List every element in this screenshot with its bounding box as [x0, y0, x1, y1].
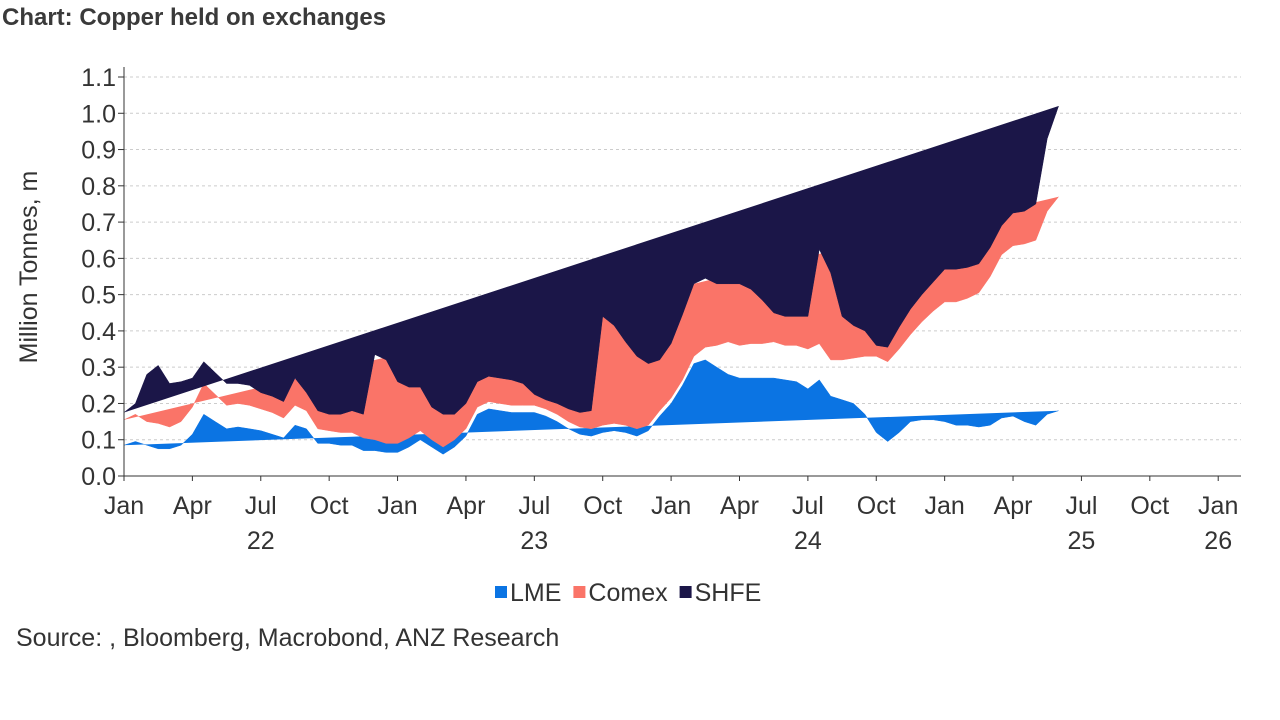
x-tick-label: Apr — [720, 492, 759, 520]
x-tick-labels: Jan Apr Jul Oct Jan Apr Jul Oct Jan Apr Jul Oct Jan A… — [104, 492, 1239, 555]
x-tick-label: Oct — [1130, 492, 1169, 520]
x-year-label: 22 — [247, 527, 275, 555]
x-tick-label: Jul — [245, 492, 277, 520]
y-tick-label: 0.0 — [81, 463, 116, 491]
x-tick-label: Oct — [583, 492, 622, 520]
legend-label-shfe: SHFE — [695, 579, 762, 607]
y-tick-label: 1.1 — [81, 64, 116, 92]
legend: LME Comex SHFE — [495, 579, 761, 607]
y-tick-label: 0.8 — [81, 173, 116, 201]
legend-swatch-lme — [495, 586, 507, 598]
x-tick-label: Jan — [1198, 492, 1238, 520]
y-tick-label: 0.7 — [81, 209, 116, 237]
x-tick-label: Oct — [857, 492, 896, 520]
y-tick-label: 0.6 — [81, 245, 116, 273]
x-tick-label: Apr — [994, 492, 1033, 520]
x-tick-label: Jul — [792, 492, 824, 520]
legend-label-comex: Comex — [588, 579, 668, 607]
x-tick-label: Apr — [446, 492, 485, 520]
area-shfe — [123, 105, 1059, 415]
y-tick-label: 0.2 — [81, 390, 116, 418]
area-lme — [123, 359, 1059, 455]
x-tick-label: Apr — [173, 492, 212, 520]
x-tick-label: Oct — [310, 492, 349, 520]
x-tick-label: Jan — [651, 492, 691, 520]
x-year-label: 25 — [1068, 527, 1096, 555]
axes — [118, 67, 1241, 481]
y-tick-label: 0.5 — [81, 282, 116, 310]
stacked-areas — [123, 105, 1059, 455]
x-year-label: 23 — [520, 527, 548, 555]
y-tick-label: 0.4 — [81, 318, 116, 346]
legend-swatch-shfe — [679, 586, 692, 598]
x-tick-label: Jan — [924, 492, 964, 520]
y-axis-label: Million Tonnes, m — [15, 171, 43, 364]
x-year-label: 26 — [1204, 527, 1232, 555]
legend-label-lme: LME — [510, 579, 561, 607]
y-tick-label: 0.3 — [81, 354, 116, 382]
legend-swatch-comex — [573, 586, 586, 598]
x-tick-label: Jul — [518, 492, 550, 520]
y-tick-labels: 0.0 0.1 0.2 0.3 0.4 0.5 0.6 0.7 0.8 0.9 1.0 1.1 — [81, 64, 116, 491]
chart-title: Chart: Copper held on exchanges — [2, 4, 387, 31]
y-tick-label: 1.0 — [81, 100, 116, 128]
y-tick-label: 0.9 — [81, 137, 116, 165]
source-note: Source: , Bloomberg, Macrobond, ANZ Rese… — [16, 624, 560, 652]
x-tick-label: Jan — [104, 492, 144, 520]
y-tick-label: 0.1 — [81, 427, 116, 455]
x-year-label: 24 — [794, 527, 822, 555]
x-tick-label: Jul — [1065, 492, 1097, 520]
x-tick-label: Jan — [377, 492, 417, 520]
